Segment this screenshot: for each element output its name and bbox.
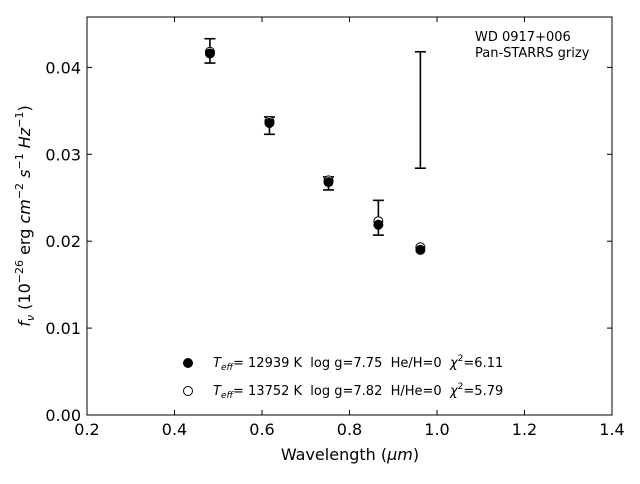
legend-label-1: Teff= 12939 K log g=7.75 He/H=0 χ2=6.11 bbox=[213, 354, 503, 373]
data-points bbox=[204, 46, 426, 255]
x-tick-label: 1.2 bbox=[512, 420, 537, 439]
model-point-filled bbox=[204, 48, 215, 59]
legend-marker-filled bbox=[183, 358, 193, 368]
error-bars bbox=[204, 37, 426, 236]
y-tick-label: 0.00 bbox=[45, 406, 81, 425]
model-point-filled bbox=[264, 118, 275, 129]
y-tick-label: 0.02 bbox=[45, 232, 81, 251]
x-axis-label: Wavelength (μm) bbox=[281, 445, 419, 464]
x-tick-label: 0.2 bbox=[74, 420, 99, 439]
model-point-filled bbox=[373, 219, 384, 230]
legend: Teff= 12939 K log g=7.75 He/H=0 χ2=6.11 … bbox=[183, 354, 503, 401]
annotation-line-1: WD 0917+006 bbox=[475, 30, 571, 45]
y-tick-label: 0.03 bbox=[45, 145, 81, 164]
annotation-line-2: Pan-STARRS grizy bbox=[475, 46, 590, 61]
legend-marker-open bbox=[183, 386, 193, 396]
x-tick-label: 1.0 bbox=[424, 420, 449, 439]
y-tick-label: 0.04 bbox=[45, 58, 81, 77]
x-tick-label: 1.4 bbox=[599, 420, 624, 439]
x-tick-label: 0.4 bbox=[162, 420, 187, 439]
x-tick-label: 0.6 bbox=[249, 420, 274, 439]
model-point-filled bbox=[415, 244, 426, 255]
x-ticks: 0.2 0.4 0.6 0.8 1.0 1.2 1.4 bbox=[74, 17, 625, 439]
model-point-filled bbox=[323, 177, 334, 188]
y-tick-label: 0.01 bbox=[45, 319, 81, 338]
y-ticks: 0.00 0.01 0.02 0.03 0.04 bbox=[45, 58, 612, 425]
x-tick-label: 0.8 bbox=[337, 420, 362, 439]
legend-label-2: Teff= 13752 K log g=7.82 H/He=0 χ2=5.79 bbox=[213, 382, 503, 401]
y-axis-label: fν (10−26 erg cm−2 s−1 Hz−1) bbox=[13, 105, 37, 326]
